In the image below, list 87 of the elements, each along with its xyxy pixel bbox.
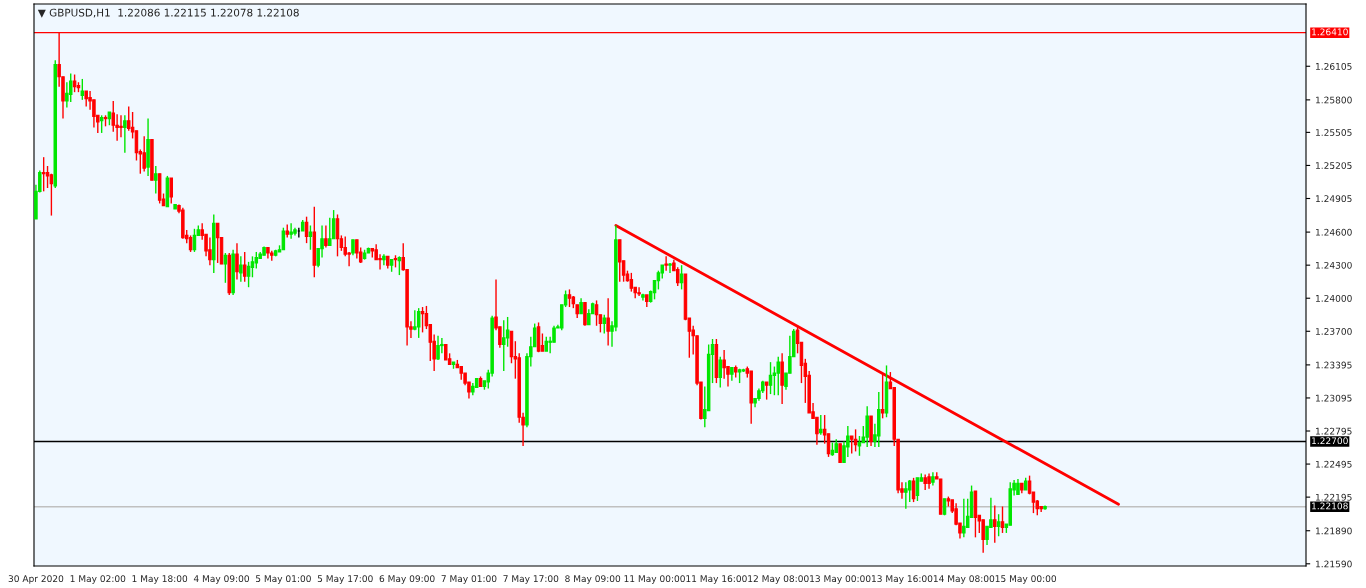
y-tick-label: 1.26105	[1316, 62, 1352, 70]
candlestick	[675, 266, 680, 287]
x-tick-label: 30 Apr 2020	[8, 575, 64, 584]
candlestick	[629, 272, 634, 293]
x-tick-label: 6 May 09:00	[379, 575, 435, 584]
candlestick	[80, 78, 85, 101]
candlestick	[142, 135, 146, 173]
candlestick	[382, 253, 386, 266]
candlestick	[996, 513, 1001, 537]
x-tick-label: 11 May 00:00	[624, 575, 685, 584]
ref-line-label: 1.22700	[1312, 437, 1348, 445]
y-tick-label: 1.25505	[1316, 129, 1352, 136]
candlestick	[617, 239, 622, 283]
candlestick	[981, 519, 985, 554]
candlestick	[838, 442, 842, 464]
x-tick-label: 14 May 08:00	[933, 575, 995, 584]
candlestick	[606, 297, 610, 347]
candlestick	[45, 165, 50, 189]
x-tick-label: 12 May 08:00	[748, 575, 809, 584]
y-tick-label: 1.22495	[1316, 460, 1352, 468]
x-tick-label: 13 May 16:00	[872, 575, 933, 584]
candlestick	[378, 253, 382, 271]
x-tick-label: 11 May 16:00	[686, 575, 747, 584]
candlestick	[993, 504, 997, 544]
y-tick-label: 1.25800	[1316, 96, 1352, 104]
x-tick-label: 7 May 17:00	[503, 575, 559, 584]
candlestick	[208, 236, 212, 266]
y-tick-label: 1.23395	[1316, 361, 1352, 369]
candlestick	[656, 269, 661, 291]
candlestick	[664, 255, 668, 272]
candlestick	[1000, 505, 1005, 534]
x-tick-label: 8 May 09:00	[565, 575, 621, 584]
candlestick	[328, 217, 332, 247]
x-tick-label: 5 May 01:00	[255, 575, 311, 584]
candlestick	[772, 365, 777, 396]
candlestick	[123, 114, 127, 154]
x-tick-label: 7 May 01:00	[441, 575, 497, 584]
candlestick	[718, 355, 723, 389]
candlestick	[355, 239, 359, 260]
y-tick-label: 1.21590	[1316, 560, 1352, 568]
y-tick-label: 1.22795	[1316, 427, 1352, 435]
candlestick	[776, 355, 781, 396]
candlestick	[420, 306, 425, 334]
x-tick-label: 5 May 17:00	[317, 575, 373, 584]
y-tick-label: 1.25205	[1316, 162, 1352, 169]
candlestick	[583, 301, 587, 327]
candlestick	[308, 224, 313, 251]
candlestick	[169, 177, 174, 205]
ref-line-label: 1.22108	[1312, 502, 1348, 510]
candlestick	[602, 314, 607, 335]
candlestick	[119, 114, 123, 139]
y-tick-label: 1.24300	[1316, 261, 1352, 269]
candlestick	[819, 414, 823, 436]
candlestick	[347, 251, 351, 267]
candlestick	[250, 255, 255, 278]
x-tick-label: 15 May 00:00	[995, 575, 1057, 584]
y-tick-label: 1.23700	[1316, 328, 1352, 335]
candlestick	[436, 334, 440, 361]
candlestick	[722, 349, 726, 380]
candlestick	[289, 222, 293, 240]
candlestick	[865, 405, 869, 448]
x-tick-label: 1 May 02:00	[70, 575, 126, 584]
candlestick	[780, 352, 784, 405]
candlestick	[637, 286, 641, 297]
candlestick	[242, 251, 247, 283]
candlestick	[505, 316, 510, 348]
chart-title: ▼ GBPUSD,H1 1.22086 1.22115 1.22078 1.22108	[37, 8, 299, 18]
ref-line-label: 1.26410	[1312, 28, 1348, 36]
candlestick	[239, 255, 243, 283]
y-tick-label: 1.24600	[1316, 228, 1352, 236]
y-tick-label: 1.24905	[1316, 195, 1352, 203]
x-tick-label: 13 May 00:00	[810, 575, 871, 584]
x-tick-label: 1 May 18:00	[132, 575, 188, 584]
candlestick	[962, 498, 966, 539]
candlestick	[343, 235, 347, 258]
y-tick-label: 1.22195	[1316, 493, 1352, 501]
candlestick	[668, 262, 672, 274]
candlestick	[501, 319, 506, 372]
y-tick-label: 1.23095	[1316, 394, 1352, 402]
y-tick-label: 1.21890	[1316, 527, 1352, 535]
candlestick	[324, 224, 328, 249]
y-tick-label: 1.24000	[1316, 294, 1352, 302]
candlestick	[154, 165, 158, 195]
candlestick	[904, 481, 908, 510]
x-tick-label: 4 May 09:00	[193, 575, 249, 584]
candlestick	[235, 242, 239, 281]
candlestick	[857, 435, 862, 457]
